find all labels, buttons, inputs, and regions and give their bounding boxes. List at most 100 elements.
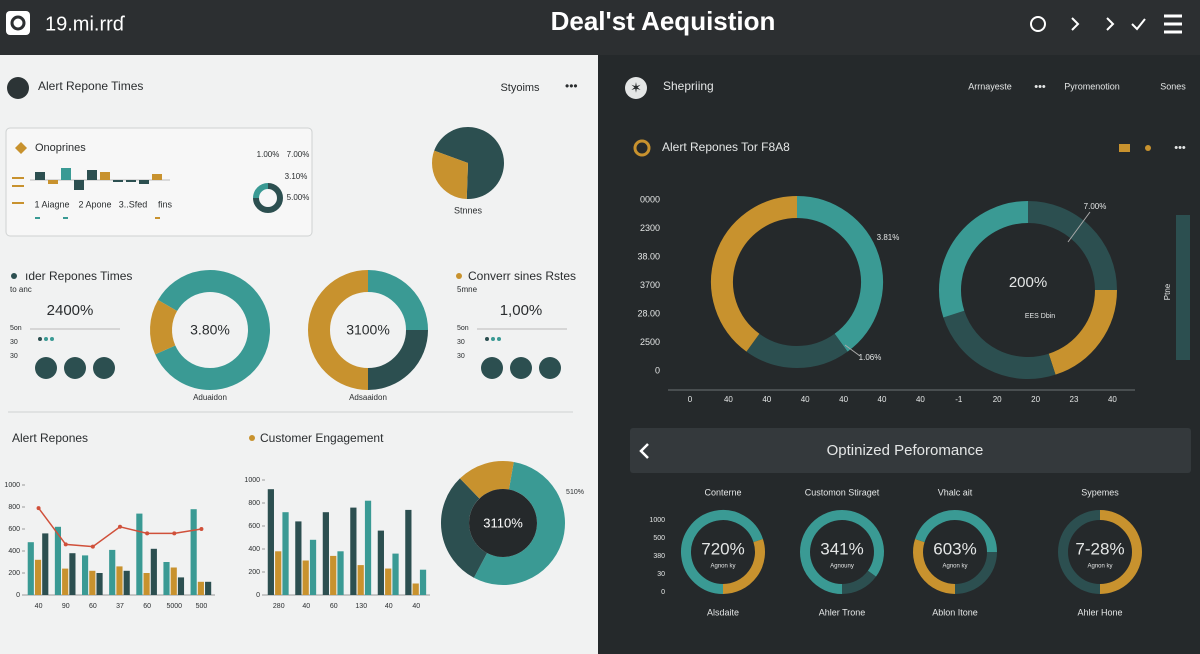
label: 0000: [640, 194, 660, 204]
menu-label[interactable]: Styoims: [500, 82, 540, 94]
label: 1.00%: [257, 150, 280, 159]
donut-segment: [943, 310, 1056, 379]
more[interactable]: •••: [1034, 81, 1046, 93]
back-button[interactable]: [639, 443, 649, 459]
bar: [364, 500, 372, 595]
card-icon: [15, 142, 27, 154]
bar: [385, 568, 392, 595]
kpi-sub: 5mne: [457, 285, 478, 294]
more[interactable]: •••: [565, 79, 578, 93]
pie-label: Stnnes: [454, 205, 483, 215]
kpi-sub: to anc: [10, 285, 32, 294]
label: 1 Aiagne: [34, 199, 69, 209]
kpi-icon: [539, 357, 561, 379]
line-point: [118, 524, 122, 529]
bar: [143, 573, 150, 595]
label: 30: [10, 339, 18, 346]
donut-segment: [1027, 201, 1117, 291]
right-panel: [598, 55, 1200, 654]
bullet: [249, 435, 255, 441]
left-content: Alert Repone Times Styoims ••• Onoprines…: [4, 77, 584, 610]
label: Ablon Itone: [932, 607, 978, 617]
icon-check[interactable]: [1131, 18, 1146, 31]
label: 1.06%: [859, 353, 882, 362]
menu-item[interactable]: Sones: [1160, 81, 1186, 91]
donut-segment: [253, 183, 283, 213]
icon-menu[interactable]: [1164, 14, 1182, 34]
label: 5on: [457, 325, 469, 332]
more[interactable]: •••: [1174, 142, 1186, 154]
x-tick-label: 280: [273, 603, 285, 610]
bar: [275, 551, 282, 595]
logo-icon: [10, 15, 26, 31]
legend-tick: [63, 217, 68, 219]
bar: [62, 568, 69, 595]
icon-next[interactable]: [1106, 17, 1115, 31]
card-legend-icons: [12, 177, 24, 204]
label: Adsaaidon: [349, 393, 387, 402]
donut-segment: [459, 461, 514, 500]
label: 603%: [933, 539, 976, 558]
label: 500: [653, 535, 665, 542]
label: 30: [457, 353, 465, 360]
donut-segment: [796, 196, 883, 352]
leader: [844, 344, 861, 357]
kpi-title: ıder Repones Times: [25, 269, 132, 283]
icon-circle[interactable]: [1030, 16, 1046, 32]
line-point: [172, 531, 177, 536]
bar: [405, 509, 412, 595]
y-tick-label: 0: [16, 592, 20, 599]
label: 30: [457, 339, 465, 346]
menu-item[interactable]: Arrnayeste: [968, 81, 1012, 91]
line-point: [36, 506, 41, 511]
bar: [170, 567, 177, 595]
icon-forward[interactable]: [1071, 17, 1080, 31]
kpi-dot: [38, 337, 42, 341]
logo[interactable]: [6, 11, 30, 35]
donut-segment: [711, 196, 798, 352]
brand: 19.mi.rrɗ: [45, 13, 126, 35]
label: 5on: [10, 325, 22, 332]
donut-segment: [367, 270, 428, 331]
label: fins: [158, 199, 173, 209]
bar: [89, 570, 96, 595]
menu-item[interactable]: Pyromenotion: [1064, 81, 1120, 91]
donut-segment: [1099, 510, 1142, 594]
bar: [116, 566, 123, 595]
bar: [34, 559, 42, 595]
kpi-value: 1,00%: [500, 302, 543, 319]
top-bar: [0, 0, 1200, 55]
section-title: Alert Repone Times: [38, 79, 143, 93]
label: 40: [724, 395, 733, 404]
chart-title: Alert Repones: [12, 431, 88, 445]
donut-segment: [1048, 289, 1117, 375]
label: 28.00: [637, 308, 660, 318]
kpi-icon: [510, 357, 532, 379]
mini-bar: [87, 170, 97, 180]
mini-bar: [139, 180, 149, 184]
y-tick-label: 200: [8, 570, 20, 577]
x-tick-label: 130: [355, 603, 367, 610]
x-tick-label: 60: [89, 603, 97, 610]
y-tick-label: 600: [248, 523, 260, 530]
label: 7-28%: [1075, 539, 1124, 558]
bar: [109, 549, 116, 595]
bar: [302, 560, 309, 595]
label: 2300: [640, 223, 660, 233]
kpi-dot: [44, 337, 48, 341]
mini-bar: [126, 180, 136, 182]
bar: [54, 526, 62, 595]
label: 23: [1070, 395, 1079, 404]
label: EES Dbin: [1025, 313, 1055, 320]
label: Agnon ky: [942, 564, 967, 570]
bar: [177, 577, 185, 595]
label: 3.81%: [877, 233, 900, 242]
legend-tick: [155, 217, 160, 219]
icon-star: ✶: [630, 80, 642, 96]
label: 200%: [1009, 274, 1047, 291]
label: 20: [1031, 395, 1040, 404]
donut-segment: [939, 201, 1029, 318]
kpi-dot: [491, 337, 495, 341]
card-title: Onoprines: [35, 142, 86, 154]
donut-segment: [1058, 510, 1101, 594]
